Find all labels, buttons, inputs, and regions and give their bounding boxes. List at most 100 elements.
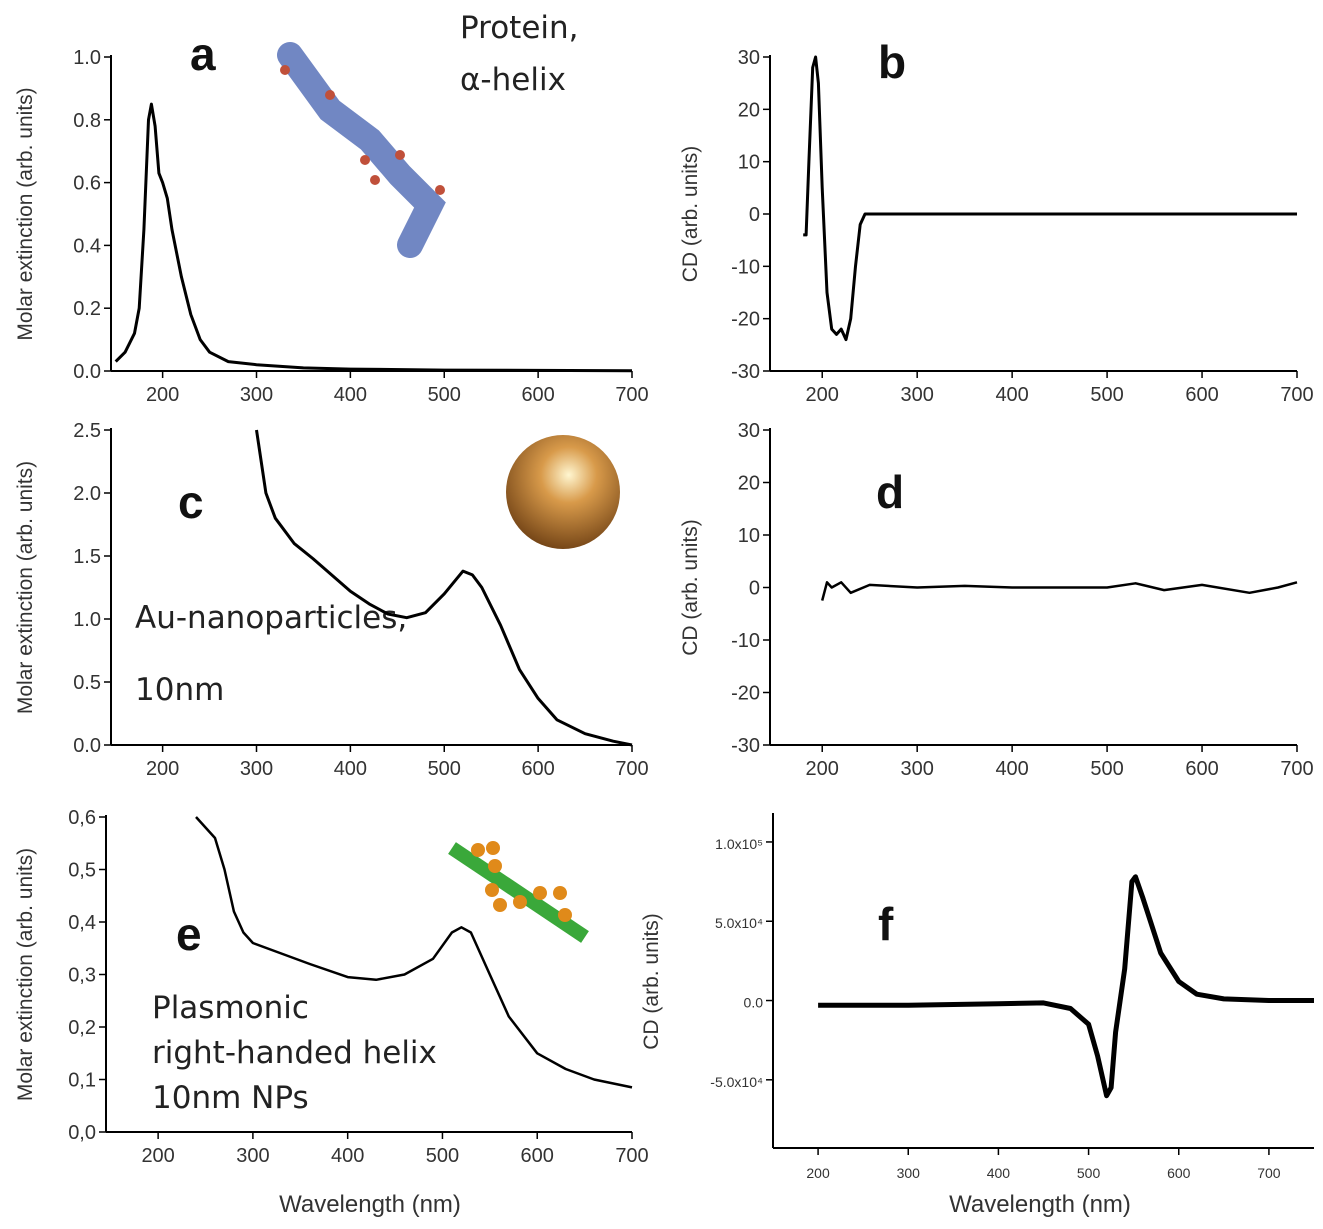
- y-tick-label: -10: [731, 630, 760, 652]
- x-tick-label: 700: [1257, 1165, 1281, 1181]
- x-tick-label: 500: [426, 1145, 459, 1167]
- x-tick-label: 400: [987, 1165, 1011, 1181]
- x-tick-label: 400: [331, 1145, 364, 1167]
- y-tick-label: 1.0: [73, 609, 101, 631]
- molecule-icon: [277, 42, 446, 258]
- x-tick-label: 600: [1185, 384, 1218, 406]
- annotation: Plasmonic: [152, 990, 309, 1026]
- annotation: 10nm: [135, 672, 224, 708]
- y-tick-label: 0,0: [68, 1122, 96, 1144]
- y-tick-label: -10: [731, 256, 760, 278]
- x-tick-label: 600: [1185, 758, 1218, 780]
- y-tick-label: 10: [738, 152, 760, 174]
- y-tick-label: -20: [731, 683, 760, 705]
- y-tick-label: 0,4: [68, 912, 96, 934]
- data-line: [195, 816, 633, 1089]
- y-axis-label: CD (arb. units): [679, 519, 702, 656]
- annotation: α-helix: [460, 62, 566, 98]
- x-tick-label: 400: [995, 384, 1028, 406]
- x-tick-label: 600: [1167, 1165, 1191, 1181]
- nanoparticle-icon: [506, 435, 620, 549]
- y-tick-label: 0.0: [73, 735, 101, 757]
- x-tick-label: 600: [521, 758, 554, 780]
- x-tick-label: 700: [1280, 384, 1313, 406]
- x-tick-label: 500: [428, 384, 461, 406]
- y-tick-label: 2.5: [73, 420, 101, 442]
- x-tick-label: 400: [995, 758, 1028, 780]
- x-tick-label: 500: [1090, 384, 1123, 406]
- annotation: right-handed helix: [152, 1035, 437, 1071]
- data-line: [114, 102, 633, 373]
- x-tick-label: 200: [806, 384, 839, 406]
- x-tick-label: 700: [615, 384, 648, 406]
- panel-label: d: [876, 466, 904, 518]
- x-tick-label: 300: [240, 384, 273, 406]
- y-tick-label: 1.0x10⁵: [715, 836, 763, 852]
- x-tick-label: 400: [334, 758, 367, 780]
- y-tick-label: 2.0: [73, 483, 101, 505]
- y-axis-label: Molar extinction (arb. units): [14, 848, 37, 1101]
- y-tick-label: 10: [738, 525, 760, 547]
- y-tick-label: -30: [731, 735, 760, 757]
- x-tick-label: 500: [428, 758, 461, 780]
- y-tick-label: 1.5: [73, 546, 101, 568]
- y-tick-label: 0.6: [73, 173, 101, 195]
- y-axis-label: CD (arb. units): [640, 913, 663, 1050]
- panel-label: a: [190, 28, 216, 80]
- annotation: Protein,: [460, 10, 579, 46]
- data-line: [255, 429, 633, 747]
- data-line: [820, 581, 1298, 601]
- y-tick-label: -5.0x10⁴: [710, 1074, 763, 1090]
- y-tick-label: 0.5: [73, 672, 101, 694]
- x-tick-label: 200: [806, 1165, 830, 1181]
- x-tick-label: 700: [615, 758, 648, 780]
- helix-icon: [448, 841, 589, 943]
- panel-label: e: [176, 908, 202, 960]
- y-tick-label: 0.4: [73, 235, 101, 257]
- annotation: 10nm NPs: [152, 1080, 309, 1116]
- x-tick-label: 400: [334, 384, 367, 406]
- y-tick-label: 5.0x10⁴: [715, 915, 763, 931]
- x-tick-label: 700: [615, 1145, 648, 1167]
- y-tick-label: 0.0: [744, 995, 764, 1011]
- y-axis-label: Molar extinction (arb. units): [14, 87, 37, 340]
- y-tick-label: 0.8: [73, 110, 101, 132]
- x-tick-label: 600: [521, 384, 554, 406]
- y-tick-label: 0,3: [68, 965, 96, 987]
- y-tick-label: 0,5: [68, 860, 96, 882]
- panel-label: f: [878, 898, 894, 950]
- x-axis-label: Wavelength (nm): [949, 1191, 1131, 1218]
- x-tick-label: 200: [146, 384, 179, 406]
- x-tick-label: 200: [806, 758, 839, 780]
- y-tick-label: 0,2: [68, 1017, 96, 1039]
- x-tick-label: 300: [900, 758, 933, 780]
- y-tick-label: 0,1: [68, 1070, 96, 1092]
- x-tick-label: 200: [146, 758, 179, 780]
- panel-label: c: [178, 476, 204, 528]
- y-tick-label: 0,6: [68, 807, 96, 829]
- y-axis-label: CD (arb. units): [679, 146, 702, 283]
- x-tick-label: 500: [1090, 758, 1123, 780]
- x-tick-label: 300: [897, 1165, 921, 1181]
- x-tick-label: 500: [1077, 1165, 1101, 1181]
- panel-label: b: [878, 36, 906, 88]
- y-tick-label: 20: [738, 99, 760, 121]
- data-line: [818, 874, 1314, 1099]
- data-line: [803, 55, 1297, 342]
- y-tick-label: 0: [749, 578, 760, 600]
- y-tick-label: 20: [738, 473, 760, 495]
- y-tick-label: -20: [731, 309, 760, 331]
- x-tick-label: 300: [240, 758, 273, 780]
- x-tick-label: 300: [236, 1145, 269, 1167]
- y-axis-label: Molar extinction (arb. units): [14, 461, 37, 714]
- x-tick-label: 600: [521, 1145, 554, 1167]
- y-tick-label: -30: [731, 361, 760, 383]
- x-tick-label: 700: [1280, 758, 1313, 780]
- y-tick-label: 1.0: [73, 47, 101, 69]
- y-tick-label: 30: [738, 47, 760, 69]
- y-tick-label: 30: [738, 420, 760, 442]
- y-tick-label: 0.2: [73, 298, 101, 320]
- x-tick-label: 300: [900, 384, 933, 406]
- x-tick-label: 200: [141, 1145, 174, 1167]
